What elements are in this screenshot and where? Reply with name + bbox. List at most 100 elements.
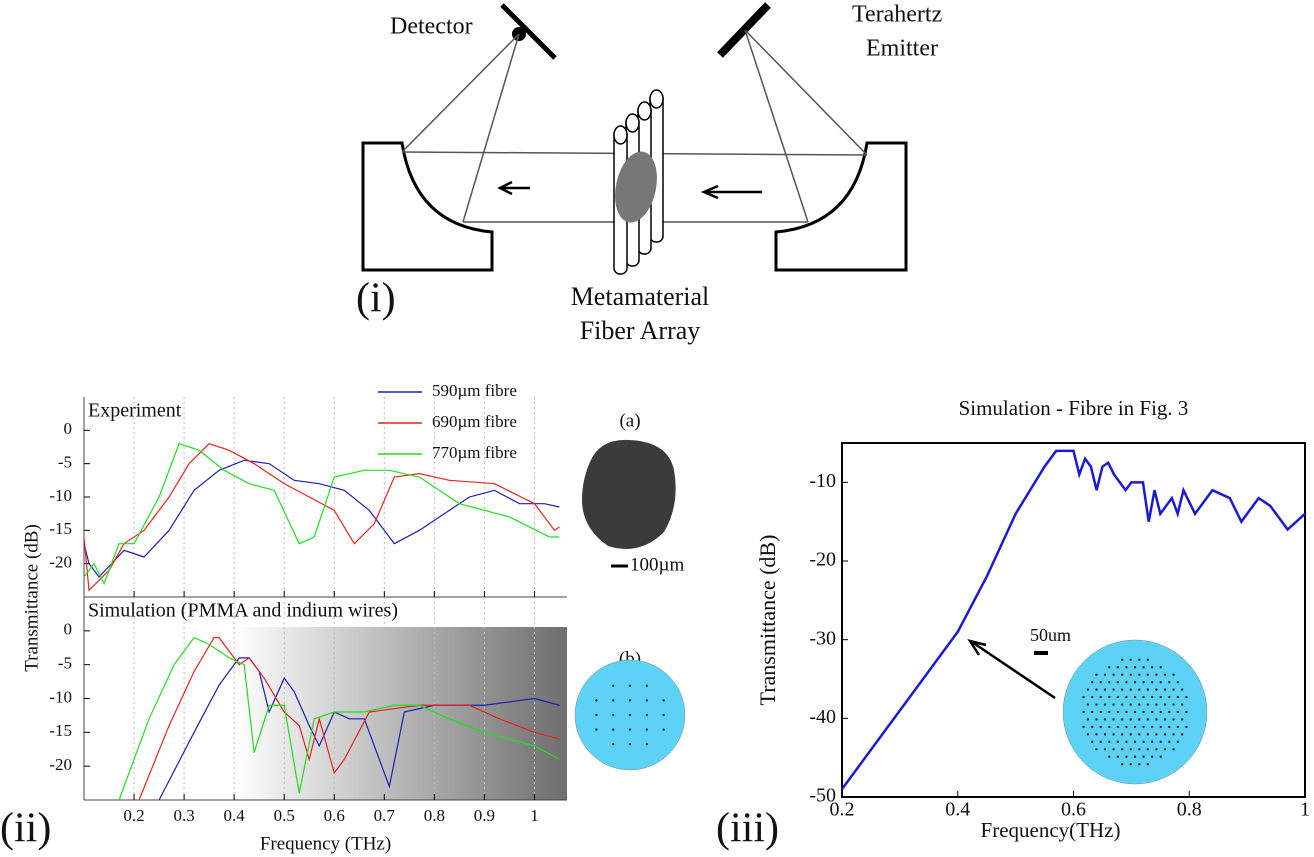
wire-dot: [1120, 673, 1124, 676]
wire-dot: [1095, 718, 1098, 721]
left-mirror: [361, 141, 494, 272]
chart-title: Simulation (PMMA and indium wires): [88, 600, 398, 622]
wire-dot: [1116, 695, 1120, 699]
wire-dot: [1108, 680, 1111, 684]
wire-dot: [1116, 755, 1120, 758]
y-tick-label: 0: [64, 620, 73, 639]
wire-dot: [1129, 733, 1132, 736]
wire-dot: [1146, 733, 1150, 736]
wire-dot: [1142, 666, 1145, 669]
wire-dot: [1125, 755, 1128, 758]
wire-dot: [1168, 695, 1171, 699]
wire-dot: [1095, 748, 1098, 751]
wire-dot: [1103, 748, 1107, 751]
wire-dot: [1129, 673, 1132, 676]
wire-dot: [1163, 733, 1167, 736]
wire-dot: [1133, 680, 1137, 684]
wire-dot: [1142, 725, 1145, 729]
wire-dot: [662, 713, 665, 717]
wire-dot: [1163, 703, 1167, 706]
wire-dot: [1155, 733, 1158, 736]
y-tick-label: -5: [58, 453, 72, 472]
wire-dot: [1138, 718, 1141, 721]
series-line: [83, 459, 560, 578]
wire-dot: [1120, 688, 1124, 691]
wire-dot: [1086, 703, 1090, 706]
wire-dot: [1146, 763, 1150, 766]
wire-dot: [1138, 658, 1141, 661]
wire-dot: [1086, 733, 1090, 736]
wire-dot: [1142, 740, 1145, 744]
legend-label: 590µm fibre: [432, 381, 517, 400]
wire-dot: [1120, 703, 1124, 706]
wire-dot: [1099, 725, 1102, 729]
wire-dot: [1176, 680, 1180, 684]
wire-dot: [1108, 666, 1111, 669]
wire-dot: [645, 713, 648, 717]
wire-dot: [1125, 666, 1128, 669]
y-tick-label: -15: [49, 721, 72, 740]
wire-dot: [1159, 725, 1162, 729]
wire-dot: [1095, 688, 1098, 691]
wire-dot: [1146, 718, 1150, 721]
y-tick-label: -40: [809, 706, 836, 728]
array-label: Fiber Array: [580, 316, 701, 345]
wire-dot: [1146, 688, 1150, 691]
series-line: [83, 442, 560, 592]
wire-dot: [1120, 658, 1124, 661]
wire-dot: [612, 684, 615, 687]
wire-dot: [1176, 710, 1180, 714]
x-tick-label: 0.5: [274, 806, 295, 825]
wire-dot: [1120, 763, 1124, 766]
wire-dot: [1103, 718, 1107, 721]
wire-dot: [1138, 703, 1141, 706]
wire-dot: [1142, 710, 1145, 714]
series-line: [118, 636, 560, 801]
y-tick-label: -15: [49, 519, 72, 538]
wire-dot: [1129, 658, 1132, 661]
wire-dot: [1133, 666, 1137, 669]
wire-dot: [595, 713, 598, 717]
wire-dot: [1099, 740, 1102, 744]
wire-dot: [1129, 748, 1132, 751]
wire-dot: [1090, 710, 1094, 714]
wire-dot: [1112, 673, 1115, 676]
setup-diagram: Detector Terahertz Emitter Metamaterial …: [356, 2, 942, 345]
wire-dot: [1146, 658, 1150, 661]
wire-dot: [1129, 688, 1132, 691]
wire-dot: [1172, 748, 1175, 751]
wire-dot: [1090, 725, 1094, 729]
wire-dot: [628, 743, 632, 746]
x-tick-label: 1: [530, 806, 539, 825]
wire-dot: [1133, 695, 1137, 699]
wire-dot: [1159, 740, 1162, 744]
wire-dot: [1082, 710, 1085, 714]
wire-dot: [1163, 673, 1167, 676]
x-tick-label: 0.7: [374, 806, 396, 825]
panel-label: (i): [356, 276, 396, 322]
wire-dot: [612, 699, 615, 702]
wire-dot: [645, 743, 648, 746]
wire-dot: [1180, 703, 1184, 706]
x-axis-label: Frequency(THz): [981, 818, 1121, 842]
wire-dot: [595, 699, 598, 702]
wire-dot: [1125, 710, 1128, 714]
legend-label: 770µm fibre: [432, 443, 517, 462]
wire-dot: [1116, 666, 1120, 669]
wire-dot: [1129, 703, 1132, 706]
y-tick-label: 0: [64, 419, 73, 438]
wire-dot: [1133, 725, 1137, 729]
wire-dot: [1112, 748, 1115, 751]
arrow: [497, 180, 530, 196]
wire-dot: [1125, 740, 1128, 744]
wire-dot: [1125, 725, 1128, 729]
x-tick-label: 0.4: [224, 806, 246, 825]
wire-dot: [1086, 688, 1090, 691]
wire-dot: [1168, 740, 1171, 744]
wire-dot: [1159, 695, 1162, 699]
wire-dot: [1112, 688, 1115, 691]
x-tick-label: 0.6: [1061, 799, 1086, 821]
scale-label: 50um: [1030, 625, 1071, 645]
wire-dot: [1163, 718, 1167, 721]
